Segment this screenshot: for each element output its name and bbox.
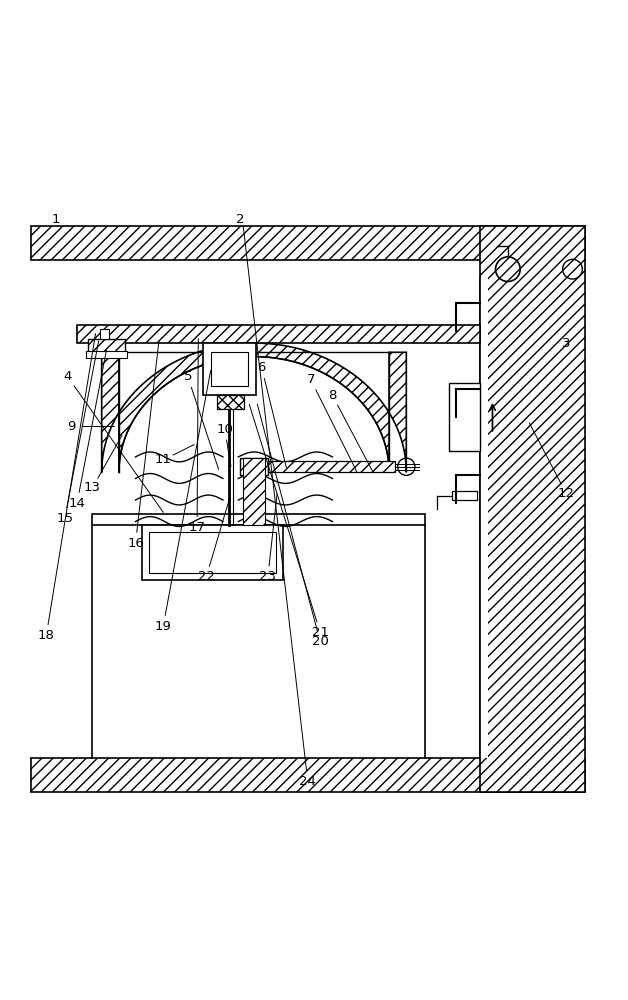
Text: 8: 8 bbox=[328, 389, 337, 402]
Text: 14: 14 bbox=[68, 497, 85, 510]
Bar bbox=[100, 329, 109, 339]
Text: 24: 24 bbox=[300, 775, 317, 788]
Bar bbox=[149, 532, 276, 573]
Text: 15: 15 bbox=[57, 512, 73, 525]
Text: 22: 22 bbox=[198, 570, 215, 583]
Polygon shape bbox=[102, 343, 406, 472]
Text: 23: 23 bbox=[259, 570, 276, 583]
Bar bbox=[88, 339, 125, 352]
Text: 4: 4 bbox=[63, 370, 72, 383]
Text: 12: 12 bbox=[558, 487, 575, 500]
Bar bbox=[86, 351, 127, 358]
Text: 9: 9 bbox=[67, 420, 75, 433]
Bar bbox=[480, 226, 585, 792]
Text: 13: 13 bbox=[84, 481, 101, 494]
Bar bbox=[217, 395, 244, 409]
Text: 3: 3 bbox=[562, 337, 571, 350]
Text: 18: 18 bbox=[38, 629, 55, 642]
Bar bbox=[203, 343, 256, 395]
Text: 5: 5 bbox=[183, 370, 192, 383]
Bar bbox=[241, 458, 268, 475]
Text: 10: 10 bbox=[216, 423, 233, 436]
Bar bbox=[480, 278, 487, 758]
Bar bbox=[31, 758, 585, 792]
Text: 19: 19 bbox=[154, 620, 171, 633]
Bar bbox=[450, 383, 480, 451]
Bar bbox=[92, 514, 425, 525]
Text: 7: 7 bbox=[306, 373, 315, 386]
Bar bbox=[268, 461, 395, 472]
Text: 11: 11 bbox=[154, 453, 171, 466]
Bar bbox=[210, 352, 248, 386]
Bar bbox=[243, 458, 265, 525]
Bar bbox=[77, 325, 480, 343]
Text: 1: 1 bbox=[51, 213, 60, 226]
Text: 16: 16 bbox=[127, 537, 144, 550]
Text: 6: 6 bbox=[257, 361, 266, 374]
Text: 21: 21 bbox=[311, 626, 328, 639]
Text: 2: 2 bbox=[236, 213, 244, 226]
Bar bbox=[142, 525, 283, 580]
Bar bbox=[31, 226, 585, 260]
Text: 20: 20 bbox=[311, 635, 328, 648]
Bar bbox=[452, 491, 477, 500]
Text: 17: 17 bbox=[188, 521, 205, 534]
